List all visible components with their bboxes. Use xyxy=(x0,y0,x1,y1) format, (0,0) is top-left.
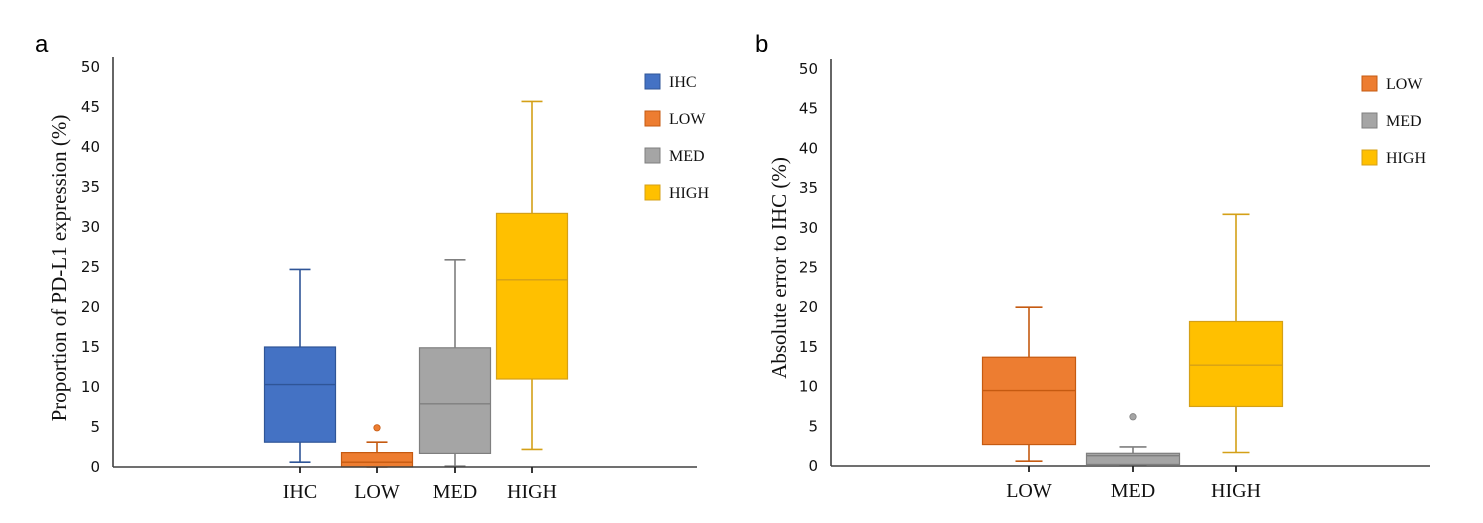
x-tick-label: LOW xyxy=(1006,480,1052,502)
box-ihc xyxy=(263,268,337,464)
legend-label: LOW xyxy=(1386,76,1423,93)
outlier-point xyxy=(373,424,381,432)
box-low xyxy=(981,306,1077,463)
y-tick-label: 20 xyxy=(81,298,100,316)
legend-swatch xyxy=(644,147,661,164)
y-tick-label: 40 xyxy=(799,139,818,157)
y-tick-label: 15 xyxy=(81,338,100,356)
y-tick-label: 5 xyxy=(808,417,818,435)
y-tick-label: 20 xyxy=(799,298,818,316)
axes-a xyxy=(112,57,697,473)
y-tick-label: 25 xyxy=(81,258,100,276)
y-tick-label: 15 xyxy=(799,338,818,356)
y-tick-label: 50 xyxy=(799,60,818,78)
legend-b: LOW MED HIGH xyxy=(1361,75,1426,167)
legend-label: IHC xyxy=(669,74,697,91)
y-ticks-a: 0 5 10 15 20 25 30 35 40 45 50 xyxy=(81,58,100,476)
y-tick-label: 10 xyxy=(81,378,100,396)
panel-letter-a: a xyxy=(35,31,49,58)
x-tick-label: IHC xyxy=(283,481,317,503)
y-tick-label: 45 xyxy=(81,98,100,116)
box-med xyxy=(1085,413,1181,466)
y-axis-title-a: Proportion of PD-L1 expression (%) xyxy=(47,115,71,422)
y-tick-label: 0 xyxy=(90,458,100,476)
legend-a: IHC LOW MED HIGH xyxy=(644,73,709,202)
chart-a: Proportion of PD-L1 expression (%) 0 5 10 1… xyxy=(47,57,709,503)
y-tick-label: 50 xyxy=(81,58,100,76)
x-tick-label: HIGH xyxy=(1211,480,1261,502)
y-tick-label: 0 xyxy=(808,457,818,475)
y-axis-title-b: Absolute error to IHC (%) xyxy=(767,157,791,379)
x-tick-label: LOW xyxy=(354,481,400,503)
axes-b xyxy=(830,59,1430,472)
legend-item-ihc: IHC xyxy=(644,73,697,91)
x-tick-label: MED xyxy=(1111,480,1155,502)
legend-swatch xyxy=(644,73,661,90)
legend-label: HIGH xyxy=(669,185,709,202)
y-tick-label: 35 xyxy=(799,179,818,197)
y-tick-label: 30 xyxy=(81,218,100,236)
legend-swatch xyxy=(1361,75,1378,92)
y-tick-label: 35 xyxy=(81,178,100,196)
y-tick-label: 40 xyxy=(81,138,100,156)
box-high xyxy=(1188,213,1284,454)
x-labels-b: LOW MED HIGH xyxy=(1006,480,1261,502)
boxes-a xyxy=(263,100,569,468)
y-tick-label: 5 xyxy=(90,418,100,436)
outlier-point xyxy=(1129,413,1137,421)
x-tick-label: MED xyxy=(433,481,477,503)
box-med xyxy=(418,258,492,468)
box-low xyxy=(340,424,414,468)
legend-item-med: MED xyxy=(644,147,705,165)
legend-item-med: MED xyxy=(1361,112,1422,130)
iqr-box xyxy=(495,212,569,380)
legend-swatch xyxy=(644,110,661,127)
legend-swatch xyxy=(644,184,661,201)
y-ticks-b: 0 5 10 15 20 25 30 35 40 45 50 xyxy=(799,60,818,475)
legend-label: MED xyxy=(669,148,705,165)
iqr-box xyxy=(1188,320,1284,408)
legend-label: MED xyxy=(1386,113,1422,130)
box-high xyxy=(495,100,569,451)
legend-label: LOW xyxy=(669,111,706,128)
y-tick-label: 10 xyxy=(799,378,818,396)
iqr-box xyxy=(340,452,414,468)
y-tick-label: 45 xyxy=(799,100,818,118)
legend-item-low: LOW xyxy=(1361,75,1423,93)
panel-letter-b: b xyxy=(755,31,768,58)
legend-item-high: HIGH xyxy=(1361,149,1426,167)
y-tick-label: 30 xyxy=(799,219,818,237)
legend-swatch xyxy=(1361,112,1378,129)
x-tick-label: HIGH xyxy=(507,481,557,503)
iqr-box xyxy=(263,346,337,443)
legend-label: HIGH xyxy=(1386,150,1426,167)
chart-b: Absolute error to IHC (%) 0 5 10 15 20 25 30 35… xyxy=(767,59,1430,502)
iqr-box xyxy=(418,347,492,454)
iqr-box xyxy=(981,356,1077,446)
legend-swatch xyxy=(1361,149,1378,166)
boxes-b xyxy=(981,213,1284,466)
legend-item-low: LOW xyxy=(644,110,706,128)
y-tick-label: 25 xyxy=(799,259,818,277)
iqr-box xyxy=(1085,452,1181,466)
x-labels-a: IHC LOW MED HIGH xyxy=(283,481,557,503)
legend-item-high: HIGH xyxy=(644,184,709,202)
